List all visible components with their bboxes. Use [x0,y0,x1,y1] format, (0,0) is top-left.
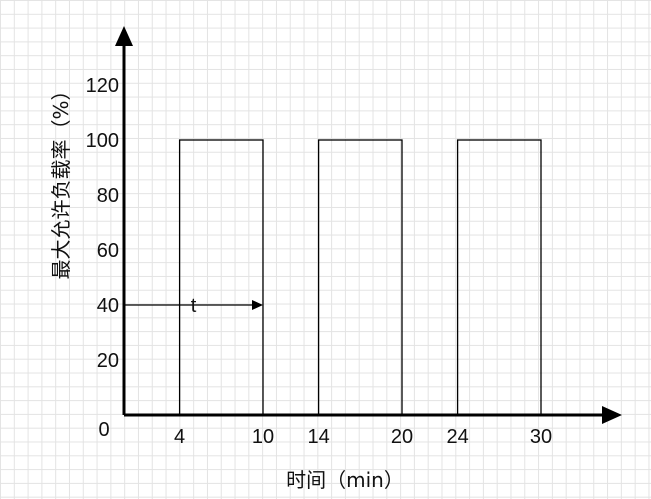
y-tick-label: 0 [98,419,109,441]
bar-2 [317,139,403,416]
y-tick-label: 40 [97,295,119,317]
x-tick-label: 30 [530,426,552,448]
annotation-label: t [191,295,197,317]
x-tick-label: 20 [391,426,413,448]
axes [115,26,622,424]
x-tick-label: 14 [307,426,329,448]
y-tick-label: 60 [97,240,119,262]
x-axis-title: 时间（min） [286,468,404,492]
bar-3 [456,139,542,416]
x-tick-label: 24 [446,426,468,448]
bars [178,139,542,416]
annotation-arrow-icon [252,300,263,310]
x-tick-label: 10 [252,426,274,448]
y-tick-label: 80 [97,185,119,207]
annotation: t [124,295,263,317]
x-axis-arrow-icon [602,406,622,424]
y-axis-arrow-icon [115,26,133,46]
bar-1 [178,139,264,416]
y-tick-label: 120 [86,75,119,97]
y-tick-label: 100 [86,130,119,152]
y-axis-title: 最大允许负载率（%） [49,80,73,279]
y-tick-label: 20 [97,350,119,372]
tick-labels: 0 20 40 60 80 100 120 4 10 14 20 24 30 [86,75,553,448]
x-tick-label: 4 [174,426,185,448]
